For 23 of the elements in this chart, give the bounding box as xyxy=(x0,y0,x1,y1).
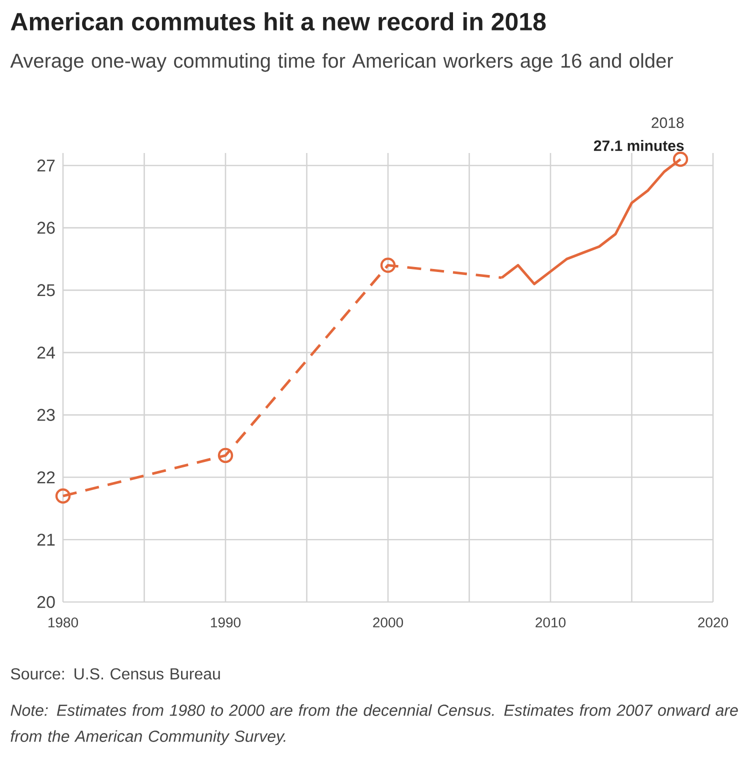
annotation: 2018 xyxy=(652,117,684,128)
y-tick-label: 24 xyxy=(37,346,55,358)
x-tick-label: 2010 xyxy=(536,618,566,628)
x-tick-label: 1980 xyxy=(48,618,78,628)
y-tick-label: 23 xyxy=(37,408,55,421)
y-tick-label: 20 xyxy=(37,596,55,608)
y-tick-label: 26 xyxy=(37,222,55,234)
text: Note: Estimates from 1980 to 2000 are from the decennial Census. Estimates from 2007 onward are from the American Community Survey. xyxy=(10,704,738,746)
annotation: 27.1 minutes xyxy=(594,140,684,152)
y-tick-label: 27 xyxy=(37,160,55,172)
x-tick-label: 1990 xyxy=(210,618,241,628)
chart-title: American commutes hit a new record in 2018 xyxy=(10,12,546,31)
x-tick-label: 2020 xyxy=(698,618,728,628)
x-tick-label: 2000 xyxy=(373,618,404,628)
chart-subtitle: Average one-way commuting time for American workers age 16 and older xyxy=(10,53,674,72)
y-tick-label: 25 xyxy=(37,284,55,296)
point xyxy=(380,258,396,273)
y-tick-label: 22 xyxy=(37,471,55,484)
point xyxy=(55,488,71,504)
source-note: Source: U.S. Census Bureau xyxy=(10,668,220,680)
y-tick-label: 21 xyxy=(37,534,55,546)
point xyxy=(672,152,688,167)
point xyxy=(218,448,234,464)
